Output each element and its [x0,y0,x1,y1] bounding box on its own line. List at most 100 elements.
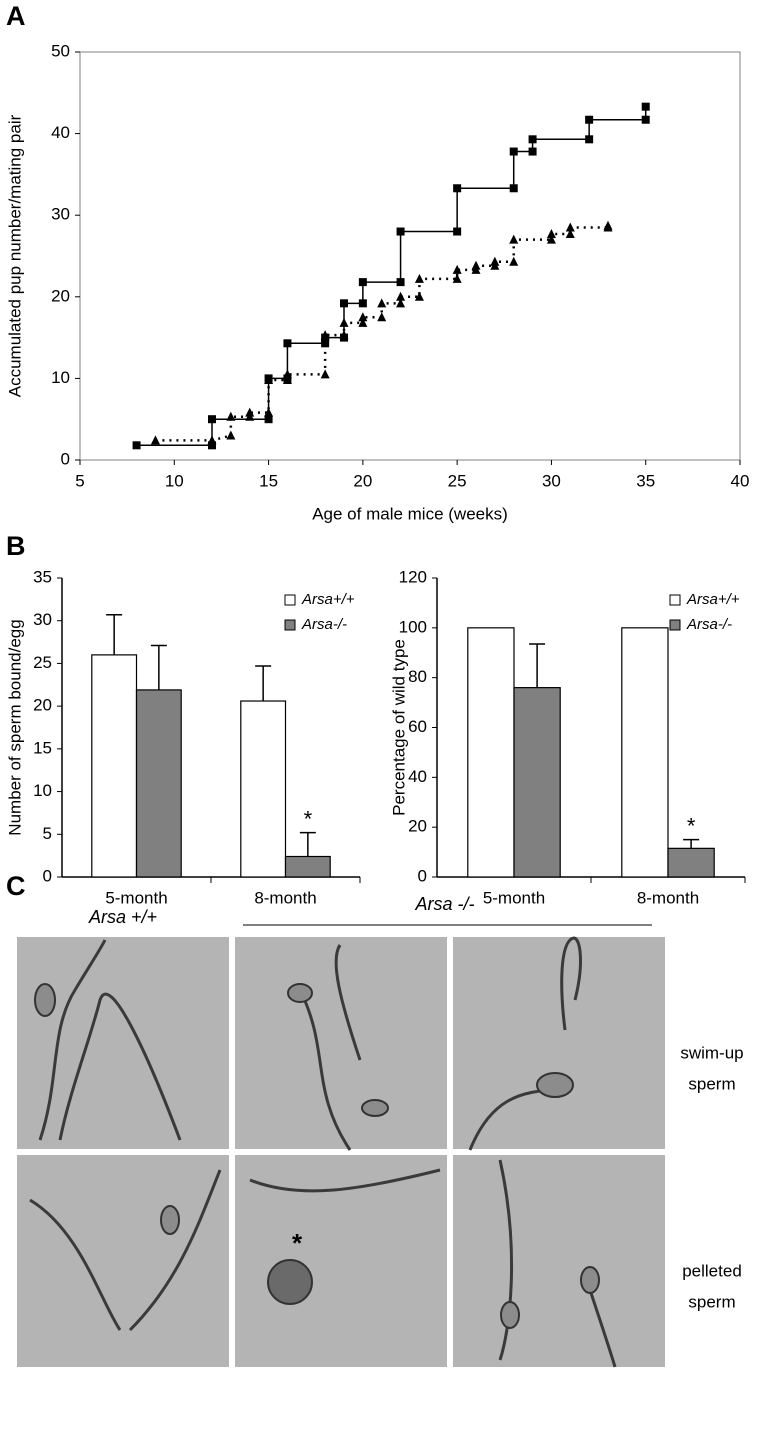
x-tick-label: 35 [636,471,655,490]
x-tick-label: 5-month [105,888,167,907]
y-tick-label: 15 [33,738,52,757]
row-label: sperm [688,1074,735,1093]
marker [396,298,406,308]
panel-label: A [6,1,26,31]
y-tick-label: 25 [33,653,52,672]
y-tick-label: 5 [43,824,52,843]
annotation: * [304,806,313,831]
marker [358,317,368,327]
bar [91,654,138,878]
error-bar [683,838,700,849]
legend-label: Arsa+/+ [301,591,355,608]
row-label: sperm [688,1292,735,1311]
y-tick-label: 50 [51,41,70,60]
micrograph [17,937,229,1149]
y-axis-label: Percentage of wild type [389,639,408,816]
marker [132,441,141,450]
legend-label: Arsa-/- [686,616,732,633]
marker [490,256,500,266]
bar [667,847,715,878]
column-label: Arsa +/+ [88,907,157,927]
y-tick-label: 20 [51,286,70,305]
marker [546,228,556,238]
legend-swatch [284,619,296,631]
y-tick-label: 30 [51,205,70,224]
marker [396,278,405,287]
row-label: pelleted [682,1261,742,1280]
micrograph-grid: Arsa +/+ Arsa -/- swim-up sperm pelleted… [17,894,744,1368]
marker [452,264,462,274]
x-tick-label: 20 [353,471,372,490]
y-tick-label: 10 [51,368,70,387]
error-bar [529,643,546,688]
y-tick-label: 30 [33,610,52,629]
column-label: Arsa -/- [414,894,474,914]
marker [208,415,216,424]
marker [282,375,292,385]
bar [135,689,182,878]
marker [396,291,406,301]
marker [208,441,216,450]
marker [320,369,330,379]
plot-frame [79,51,741,461]
micrograph-marker: * [292,1228,303,1258]
bar [240,700,287,878]
x-tick-label: 8-month [637,888,699,907]
x-tick-label: 8-month [254,888,316,907]
y-axis-label: Number of sperm bound/egg [5,619,24,835]
legend-swatch [669,619,681,631]
marker [264,375,274,385]
marker [641,102,650,111]
marker [358,312,368,322]
marker [453,227,462,236]
legend-swatch [284,594,296,606]
micrograph [453,937,665,1149]
marker [150,435,160,445]
micrograph [235,937,447,1149]
y-tick-label: 0 [61,449,70,468]
marker [528,147,537,156]
y-tick-label: 20 [33,696,52,715]
marker [226,430,236,440]
marker [264,415,273,424]
marker [283,339,292,348]
error-bar [255,665,272,702]
y-tick-label: 0 [43,866,52,885]
y-tick-label: 10 [33,781,52,800]
marker [245,407,255,417]
marker [339,330,349,340]
marker [320,330,330,340]
micrograph [453,1155,665,1367]
y-tick-label: 120 [399,567,427,586]
x-tick-label: 5-month [483,888,545,907]
marker [358,278,367,287]
x-axis-label: Age of male mice (weeks) [312,504,508,523]
series-line [136,106,647,447]
error-bar [106,613,123,655]
marker [471,260,481,270]
marker [282,369,292,379]
marker [414,291,424,301]
marker [528,135,537,144]
micrograph [17,1155,229,1367]
marker [565,222,575,232]
y-tick-label: 60 [408,717,427,736]
legend-swatch [669,594,681,606]
y-axis-label: Accumulated pup number/mating pair [5,114,24,397]
x-tick-label: 10 [165,471,184,490]
marker [585,135,594,144]
marker [414,273,424,283]
legend-label: Arsa+/+ [686,591,740,608]
panel-label: C [6,871,26,901]
error-bar [299,831,316,857]
panel-label: B [6,531,26,561]
y-tick-label: 0 [418,866,427,885]
y-tick-label: 35 [33,567,52,586]
series-line [155,225,610,442]
y-tick-label: 40 [51,123,70,142]
marker [509,147,518,156]
marker [226,411,236,421]
micrograph-images [17,937,665,1367]
marker [603,220,613,230]
